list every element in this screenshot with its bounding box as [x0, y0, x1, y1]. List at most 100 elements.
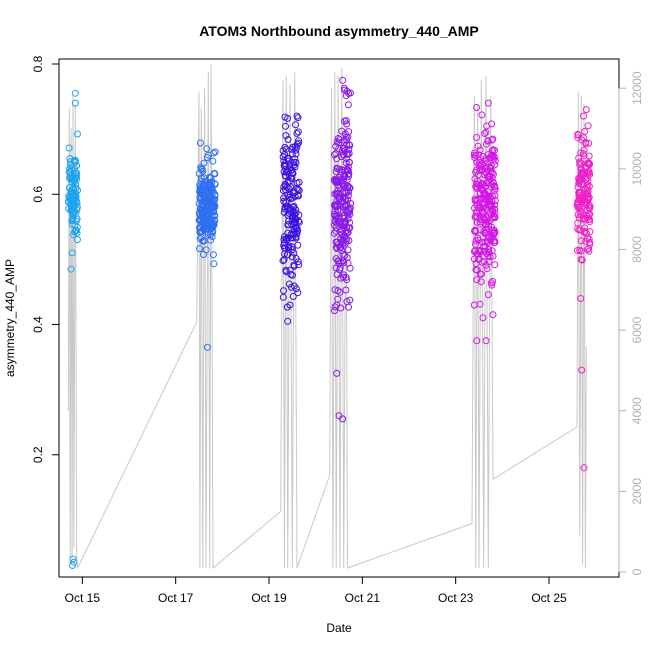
- data-point: [473, 276, 481, 284]
- data-point: [491, 146, 499, 154]
- data-point: [586, 216, 593, 224]
- data-point: [346, 208, 354, 216]
- data-point: [584, 181, 592, 189]
- data-point: [578, 366, 586, 374]
- data-point: [332, 213, 340, 221]
- data-point: [345, 141, 353, 149]
- data-point: [345, 150, 353, 157]
- data-point: [584, 196, 592, 204]
- data-point: [71, 193, 79, 201]
- data-point: [198, 209, 206, 217]
- data-point: [585, 211, 593, 219]
- data-point: [345, 128, 353, 136]
- gray-series: [67, 63, 587, 570]
- data-point: [470, 301, 478, 309]
- data-point: [70, 231, 77, 238]
- data-point: [470, 255, 478, 263]
- data-point: [196, 224, 204, 232]
- data-point: [203, 181, 211, 189]
- data-point: [341, 229, 349, 237]
- data-point: [339, 76, 347, 84]
- y2-tick-label: 10000: [630, 152, 644, 186]
- data-point: [346, 141, 354, 149]
- data-point: [71, 99, 79, 107]
- data-point: [334, 241, 342, 249]
- data-point: [491, 185, 499, 192]
- data-point: [295, 178, 303, 186]
- data-point: [292, 121, 299, 129]
- data-point: [333, 271, 341, 279]
- points-layer: [65, 76, 594, 569]
- data-point: [584, 122, 592, 130]
- data-point: [342, 117, 350, 125]
- data-point: [196, 245, 204, 253]
- data-point: [333, 164, 341, 172]
- data-point: [282, 186, 290, 194]
- data-point: [203, 145, 211, 153]
- chart-title: ATOM3 Northbound asymmetry_440_AMP: [199, 23, 479, 39]
- data-point: [586, 228, 594, 236]
- data-point: [334, 135, 342, 142]
- point-cluster: [573, 106, 594, 472]
- data-point: [289, 293, 297, 300]
- data-point: [294, 128, 302, 136]
- data-point: [68, 249, 76, 257]
- data-point: [69, 210, 77, 218]
- data-point: [289, 271, 296, 279]
- data-point: [332, 168, 340, 176]
- data-point: [292, 255, 300, 262]
- data-point: [341, 220, 348, 228]
- x-tick-label: Oct 19: [251, 591, 287, 605]
- data-point: [295, 261, 303, 269]
- data-point: [282, 198, 290, 206]
- data-point: [334, 202, 342, 210]
- data-point: [291, 155, 299, 163]
- data-point: [293, 140, 301, 148]
- data-point: [285, 242, 293, 250]
- data-point: [294, 114, 302, 122]
- data-point: [73, 215, 81, 223]
- data-point: [584, 212, 592, 220]
- data-point: [489, 311, 497, 319]
- data-point: [480, 204, 488, 212]
- data-point: [70, 558, 78, 566]
- data-point: [284, 221, 292, 228]
- data-point: [484, 188, 492, 196]
- data-point: [577, 210, 585, 218]
- data-point: [473, 104, 481, 111]
- data-point: [336, 288, 344, 296]
- data-point: [471, 154, 479, 162]
- data-point: [203, 216, 211, 224]
- data-point: [581, 228, 589, 235]
- data-point: [479, 208, 486, 216]
- data-point: [294, 241, 302, 249]
- data-point: [284, 114, 292, 122]
- data-point: [471, 195, 479, 203]
- data-point: [211, 148, 219, 156]
- y-tick-label: 0.8: [31, 55, 45, 72]
- data-point: [74, 130, 81, 138]
- x-tick-label: Oct 17: [158, 591, 194, 605]
- data-point: [484, 248, 492, 256]
- data-point: [295, 218, 303, 226]
- data-point: [473, 266, 481, 274]
- data-point: [343, 208, 351, 216]
- data-point: [484, 137, 492, 145]
- data-point: [480, 248, 488, 256]
- point-cluster: [330, 76, 355, 423]
- x-tick-label: Oct 15: [65, 591, 101, 605]
- data-point: [281, 143, 289, 151]
- y2-tick-label: 4000: [630, 397, 644, 424]
- data-point: [294, 289, 302, 297]
- data-point: [576, 158, 584, 166]
- data-point: [341, 166, 349, 174]
- data-point: [284, 317, 292, 325]
- data-point: [586, 240, 594, 248]
- data-point: [72, 184, 79, 192]
- data-point: [71, 89, 79, 97]
- data-point: [473, 134, 481, 141]
- data-point: [470, 248, 478, 255]
- y-tick-label: 0.2: [31, 446, 45, 463]
- data-point: [585, 247, 593, 255]
